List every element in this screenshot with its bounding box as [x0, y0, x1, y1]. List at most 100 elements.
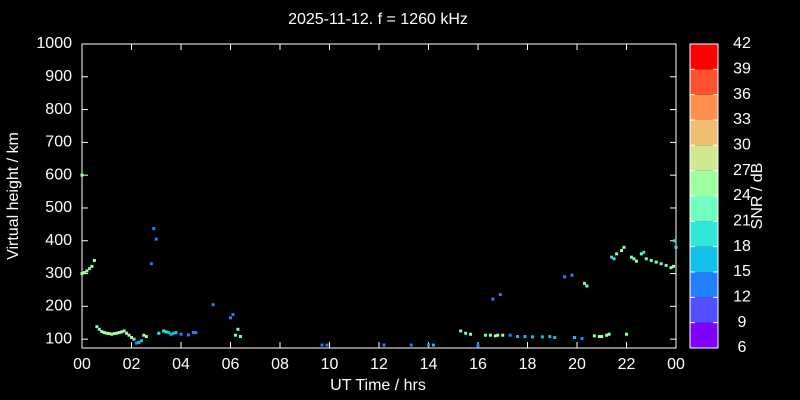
data-point: [642, 250, 646, 254]
x-tick-label: 22: [618, 356, 636, 373]
data-point: [607, 332, 611, 336]
data-point: [191, 331, 195, 335]
x-axis-label: UT Time / hrs: [330, 377, 426, 394]
data-point: [127, 333, 131, 337]
data-point: [639, 252, 643, 256]
data-point: [615, 252, 619, 256]
data-point: [573, 336, 577, 340]
y-tick-label: 300: [45, 265, 72, 282]
data-point: [325, 343, 329, 347]
data-point: [130, 336, 133, 340]
data-point: [488, 333, 492, 337]
data-point: [80, 173, 84, 177]
data-point: [229, 316, 232, 320]
data-point: [238, 335, 242, 339]
colorbar-band: [690, 246, 718, 272]
data-point: [100, 330, 104, 334]
data-point: [233, 333, 237, 337]
colorbar-tick-label: 12: [733, 289, 751, 306]
data-point: [548, 335, 552, 339]
x-tick-label: 12: [370, 356, 388, 373]
data-point: [122, 329, 126, 333]
colorbar-tick-label: 9: [738, 314, 747, 331]
data-point: [469, 332, 473, 336]
data-point: [90, 264, 94, 268]
data-point: [673, 239, 677, 243]
data-point: [236, 327, 240, 331]
data-point: [82, 271, 86, 275]
data-point: [674, 245, 678, 249]
data-point: [132, 337, 136, 341]
data-point: [600, 335, 604, 339]
data-point: [97, 327, 101, 331]
data-point: [167, 331, 171, 335]
x-tick-label: 06: [222, 356, 240, 373]
y-axis-label: Virtual height / km: [5, 132, 22, 260]
data-point: [211, 303, 215, 307]
y-tick-label: 1000: [36, 35, 72, 52]
data-point: [409, 343, 413, 347]
colorbar-tick-label: 6: [738, 339, 747, 356]
data-point: [570, 273, 574, 277]
data-point: [110, 332, 114, 336]
data-point: [125, 331, 129, 335]
x-tick-label: 00: [73, 356, 91, 373]
colorbar-band: [690, 272, 718, 298]
data-point: [553, 336, 557, 340]
data-point: [382, 343, 386, 347]
data-point: [659, 262, 663, 266]
data-point: [186, 333, 190, 337]
x-tick-label: 10: [321, 356, 339, 373]
data-point: [117, 331, 121, 335]
colorbar-tick-label: 39: [733, 61, 751, 78]
data-point: [80, 272, 84, 276]
colorbar-band: [690, 94, 718, 120]
data-point: [115, 331, 119, 335]
colorbar-tick-label: 21: [733, 213, 751, 230]
y-tick-label: 600: [45, 166, 72, 183]
x-tick-label: 20: [568, 356, 586, 373]
data-point: [664, 263, 668, 267]
data-point: [431, 343, 435, 347]
y-tick-label: 700: [45, 134, 72, 151]
data-point: [162, 329, 166, 333]
data-point: [605, 333, 609, 337]
data-point: [134, 341, 138, 345]
data-point: [622, 245, 626, 249]
data-point: [174, 331, 178, 335]
colorbar-band: [690, 120, 718, 146]
colorbar-band: [690, 297, 718, 323]
data-point: [563, 275, 567, 279]
data-point: [476, 344, 480, 348]
x-tick-label: 14: [420, 356, 438, 373]
data-point: [92, 258, 96, 262]
data-point: [464, 331, 468, 335]
colorbar-tick-label: 42: [733, 35, 751, 52]
data-point: [139, 339, 143, 343]
data-point: [154, 237, 158, 241]
colorbar-tick-label: 18: [733, 238, 751, 255]
data-point: [585, 284, 589, 288]
data-point: [672, 264, 676, 268]
data-point: [592, 334, 596, 338]
data-point: [152, 227, 156, 231]
data-point: [632, 257, 636, 261]
colorbar-band: [690, 69, 718, 95]
data-point: [95, 325, 99, 329]
data-point: [105, 331, 109, 335]
data-point: [179, 332, 183, 336]
data-point: [540, 335, 544, 339]
data-point: [102, 331, 106, 335]
colorbar-label: SNR / dB: [749, 163, 766, 230]
data-point: [491, 297, 495, 301]
data-point: [523, 335, 527, 339]
data-point: [172, 331, 176, 335]
data-point: [144, 335, 148, 339]
data-point: [120, 330, 124, 334]
data-point: [169, 332, 173, 336]
data-point: [580, 336, 584, 340]
colorbar-tick-label: 30: [733, 137, 751, 154]
y-tick-label: 200: [45, 298, 72, 315]
